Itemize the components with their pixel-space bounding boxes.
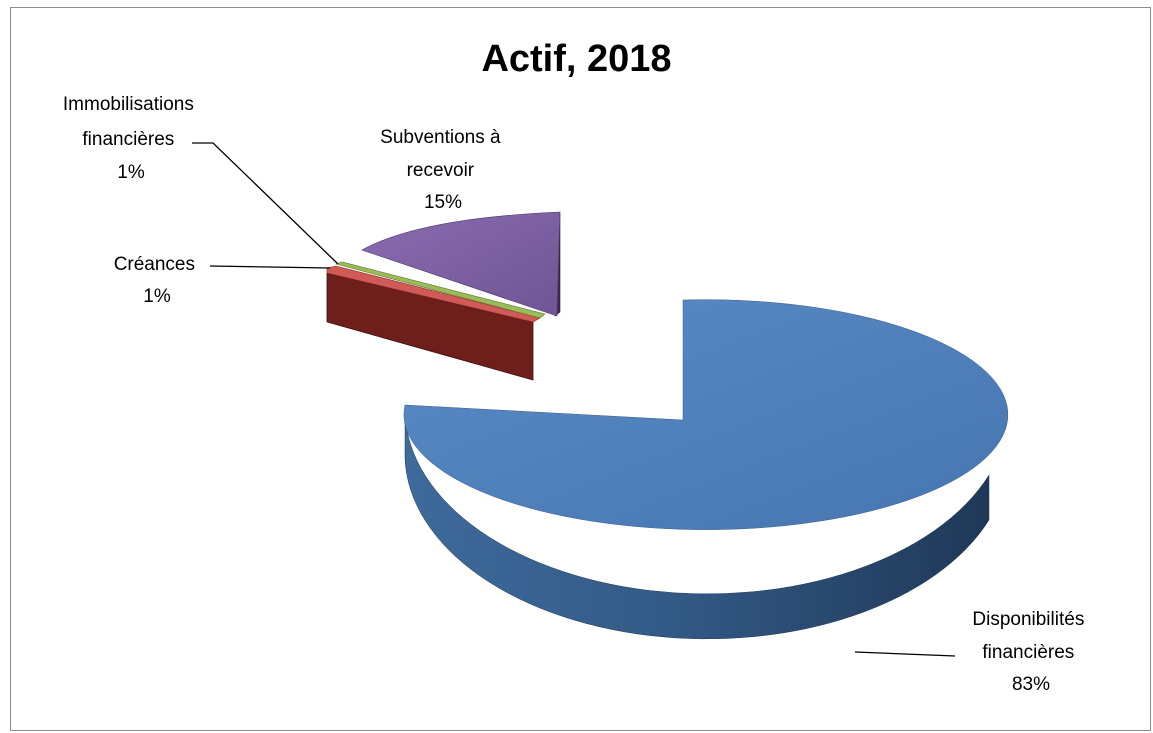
slice-disponibilites-top <box>403 299 1009 530</box>
label-subventions-line1: Subventions à <box>380 127 501 148</box>
label-disponibilites-line1: Disponibilités <box>972 609 1084 630</box>
label-subventions-pct: 15% <box>424 192 462 213</box>
chart-title: Actif, 2018 <box>481 38 672 80</box>
label-immobilisations-pct: 1% <box>117 162 145 183</box>
label-disponibilites: Disponibilités financières 83% <box>972 609 1089 695</box>
slice-disponibilites <box>403 299 1009 640</box>
slice-creances-top <box>326 265 541 323</box>
label-immobilisations-line2: financières <box>82 129 174 150</box>
label-creances: Créances 1% <box>114 254 201 307</box>
label-disponibilites-pct: 83% <box>1012 674 1050 695</box>
label-subventions-line2: recevoir <box>407 160 475 181</box>
leader-line-disponibilites <box>854 651 956 657</box>
slice-creances <box>326 265 541 381</box>
label-creances-pct: 1% <box>143 286 171 307</box>
label-creances-line1: Créances <box>114 254 195 275</box>
leader-line-immobilisations <box>192 142 339 265</box>
label-subventions: Subventions à recevoir 15% <box>380 127 506 213</box>
slice-immobilisations <box>334 261 546 319</box>
label-immobilisations: Immobilisations financières 1% <box>63 94 199 183</box>
label-disponibilites-line2: financières <box>982 642 1074 663</box>
label-immobilisations-line1: Immobilisations <box>63 94 194 115</box>
slice-disponibilites-side <box>404 404 990 640</box>
slice-immobilisations-top <box>334 261 546 319</box>
slice-subventions-top <box>361 211 561 317</box>
leader-line-creances <box>209 265 331 269</box>
slice-subventions <box>361 211 561 317</box>
